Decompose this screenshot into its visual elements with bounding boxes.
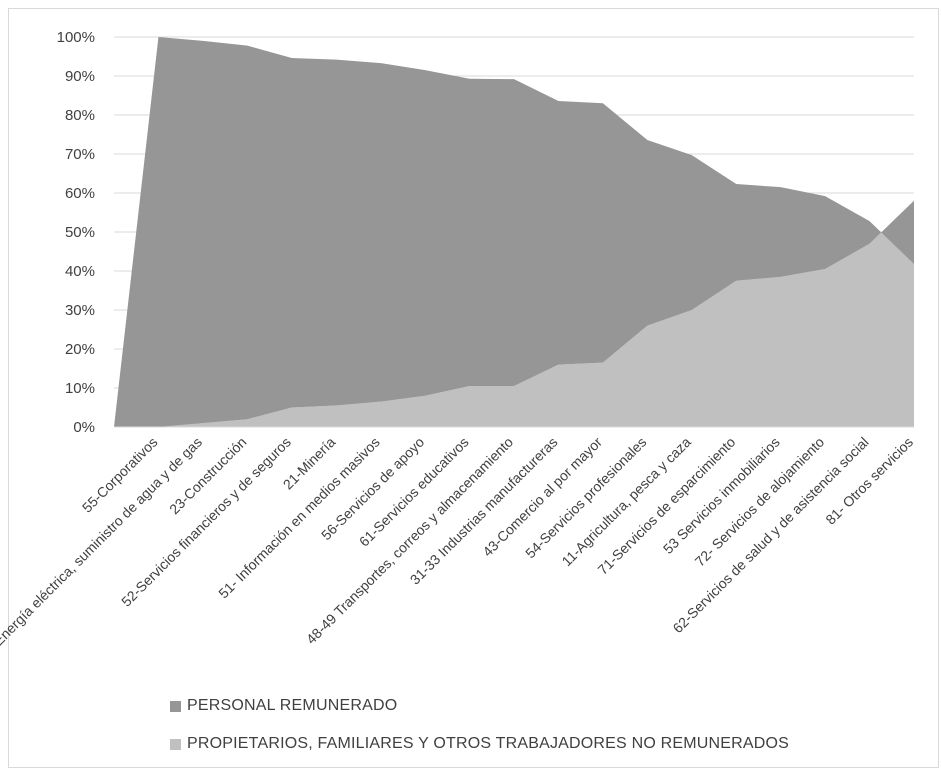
legend-label: PERSONAL REMUNERADO bbox=[187, 697, 398, 714]
legend-label: PROPIETARIOS, FAMILIARES Y OTROS TRABAJA… bbox=[187, 735, 790, 752]
y-tick-labels: 0% 10% 20% 30% 40% 50% 60% 70% 80% 90% 100% bbox=[57, 29, 95, 436]
y-tick-label: 30% bbox=[65, 302, 95, 319]
y-tick-label: 50% bbox=[65, 224, 95, 241]
x-tick-label: 51- Información en medios masivos bbox=[215, 434, 383, 602]
y-tick-label: 10% bbox=[65, 380, 95, 397]
x-tick-label: 55-Corporativos bbox=[79, 434, 161, 516]
y-tick-label: 90% bbox=[65, 68, 95, 85]
x-tick-label: 23-Construcción bbox=[166, 434, 249, 517]
y-tick-label: 80% bbox=[65, 107, 95, 124]
x-tick-label: 48-49 Transportes, correos y almacenamie… bbox=[303, 434, 516, 647]
y-tick-label: 60% bbox=[65, 185, 95, 202]
legend-swatch bbox=[170, 738, 181, 750]
stacked-area-chart: 0% 10% 20% 30% 40% 50% 60% 70% 80% 90% 100% 55-Cor… bbox=[0, 29, 916, 663]
legend-item-personal-remunerado: PERSONAL REMUNERADO bbox=[170, 696, 789, 716]
area-series-personal-remunerado bbox=[114, 37, 914, 427]
legend: PERSONAL REMUNERADO PROPIETARIOS, FAMILI… bbox=[170, 696, 789, 754]
y-tick-label: 70% bbox=[65, 146, 95, 163]
x-tick-label: 81- Otros servicios bbox=[822, 434, 916, 528]
series-areas bbox=[114, 37, 914, 427]
y-tick-label: 0% bbox=[73, 419, 95, 436]
legend-item-no-remunerados: PROPIETARIOS, FAMILIARES Y OTROS TRABAJA… bbox=[170, 734, 789, 754]
y-tick-label: 20% bbox=[65, 341, 95, 358]
y-tick-label: 40% bbox=[65, 263, 95, 280]
legend-swatch bbox=[170, 700, 181, 712]
area-series-no-remunerados bbox=[114, 200, 914, 427]
y-tick-label: 100% bbox=[57, 29, 95, 46]
